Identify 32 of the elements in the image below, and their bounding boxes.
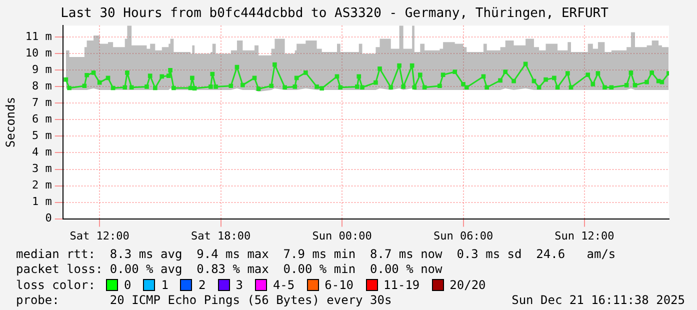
y-tick-label: 1 m <box>32 195 52 208</box>
x-tick-label: Sat 12:00 <box>70 229 130 242</box>
x-tick-label: Sun 12:00 <box>554 229 614 242</box>
text: median rtt: 8.3 ms avg 9.4 ms max 7.9 ms min 8.7 ms now 0.3 ms sd 24.6 am/s <box>16 246 617 262</box>
y-tick-label: 6 m <box>32 112 52 126</box>
y-tick-label: 3 m <box>32 162 52 176</box>
text: packet loss: 0.00 % avg 0.83 % max 0.00 % min 0.00 % now <box>16 262 444 277</box>
y-tick-label: 9 m <box>32 63 52 76</box>
y-tick-label: 4 m <box>32 146 52 159</box>
y-tick-label: 7 m <box>32 96 52 110</box>
text: 20/20 <box>450 278 486 292</box>
y-tick-label: 0 <box>45 212 52 225</box>
text: 11-19 <box>384 278 420 292</box>
text: 1 <box>161 278 168 292</box>
y-axis-title: Seconds <box>3 96 18 148</box>
y-tick-label: 5 m <box>32 129 52 142</box>
text: Sun Dec 21 16:11:38 2025 <box>512 293 685 308</box>
y-tick-label: 10 m <box>25 46 52 60</box>
x-tick-label: Sun 00:00 <box>312 229 372 242</box>
y-tick-label: 8 m <box>32 80 52 93</box>
y-tick-label: 11 m <box>25 30 52 44</box>
text: 3 <box>236 278 243 292</box>
x-tick-label: Sun 06:00 <box>433 229 494 242</box>
text: 2 <box>198 278 206 292</box>
chart-title: Last 30 Hours from b0fc444dcbbd to AS3320 - Germany, Thüringen, ERFURT <box>60 6 609 22</box>
text: 4-5 <box>272 278 295 292</box>
x-tick-label: Sat 18:00 <box>191 229 251 242</box>
text: loss color: <box>16 278 96 292</box>
text: probe: 20 ICMP Echo Pings (56 Bytes) every 30s <box>16 293 392 308</box>
text: 6-10 <box>324 278 354 292</box>
y-tick-label: 2 m <box>32 178 52 192</box>
text: 0 <box>124 278 132 292</box>
